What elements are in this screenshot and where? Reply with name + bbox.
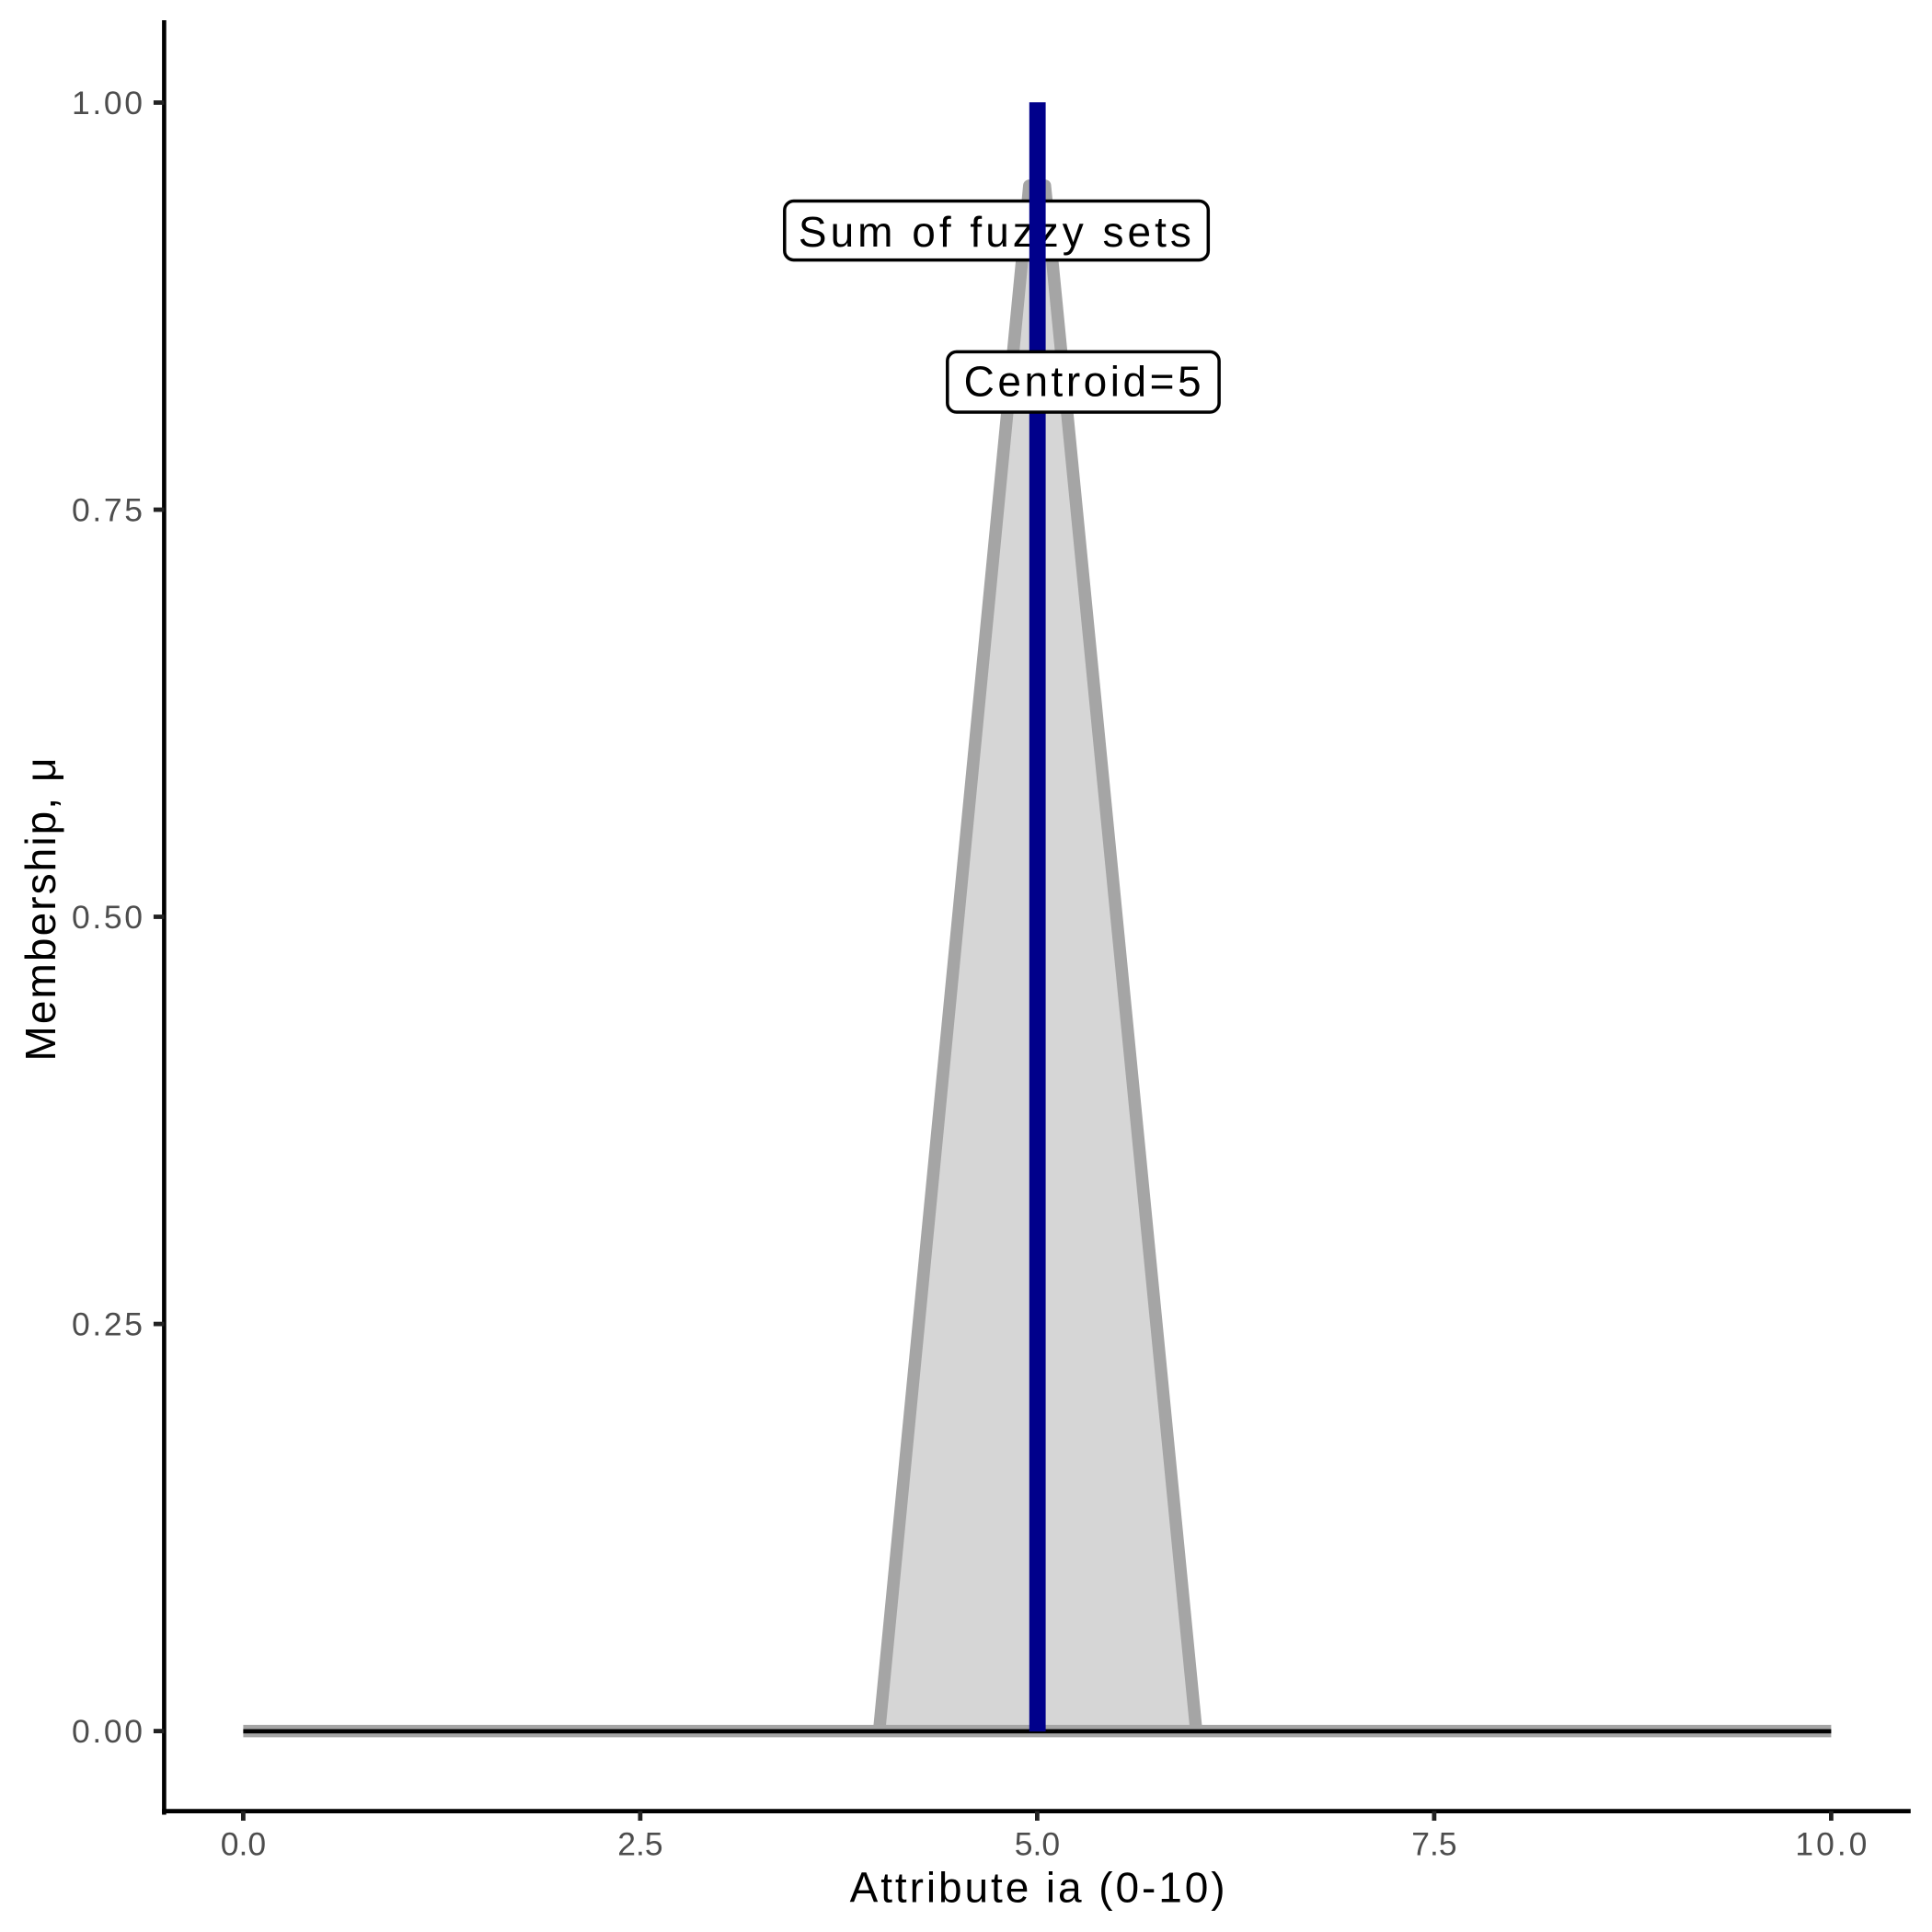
svg-text:0.00: 0.00	[72, 1713, 143, 1750]
svg-text:Membership, μ: Membership, μ	[17, 758, 64, 1062]
svg-text:1.00: 1.00	[72, 85, 143, 121]
svg-text:0.0: 0.0	[221, 1826, 266, 1863]
svg-text:2.5: 2.5	[617, 1826, 662, 1863]
svg-text:Attribute ia (0-10): Attribute ia (0-10)	[850, 1864, 1225, 1912]
svg-text:5.0: 5.0	[1015, 1826, 1060, 1863]
svg-text:0.50: 0.50	[72, 899, 143, 936]
svg-text:10.0: 10.0	[1795, 1826, 1867, 1863]
svg-text:Sum of fuzzy sets: Sum of fuzzy sets	[799, 208, 1191, 256]
svg-text:7.5: 7.5	[1411, 1826, 1456, 1863]
svg-text:0.75: 0.75	[72, 491, 143, 528]
svg-text:0.25: 0.25	[72, 1306, 143, 1343]
